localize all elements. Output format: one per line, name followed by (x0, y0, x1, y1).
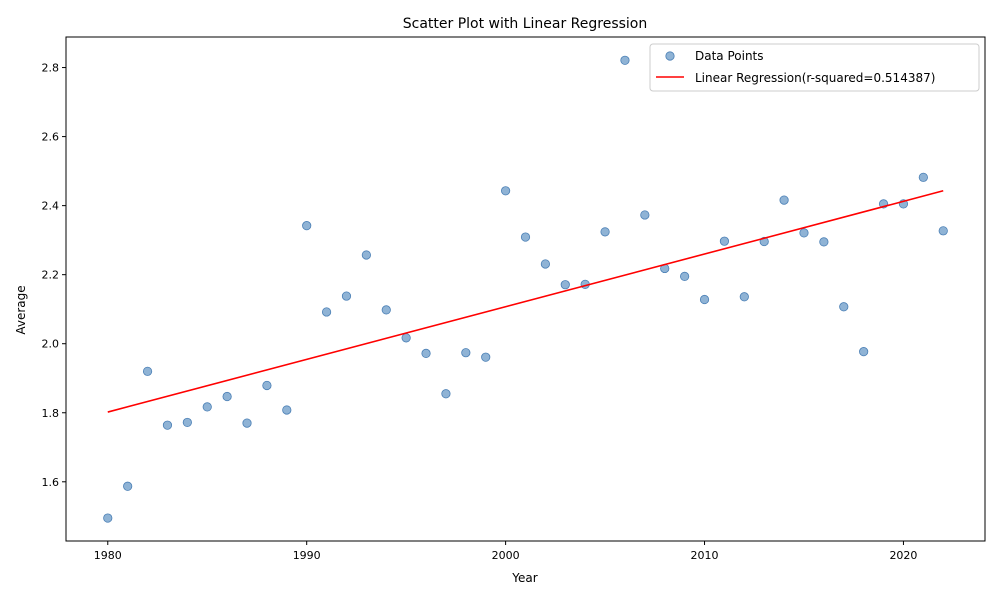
data-point (381, 305, 391, 315)
data-point (262, 380, 272, 391)
y-tick-label: 1.6 (42, 476, 60, 489)
legend-marker-points (665, 51, 675, 61)
data-point (819, 237, 829, 247)
data-point (421, 348, 431, 358)
y-tick-label: 2.6 (42, 131, 60, 144)
data-point (699, 294, 710, 305)
x-tick-label: 2010 (691, 549, 719, 562)
y-tick-label: 2.8 (42, 62, 60, 75)
data-point (341, 291, 352, 301)
y-tick-label: 1.8 (42, 407, 60, 420)
data-point (202, 402, 212, 412)
data-point (560, 280, 570, 290)
data-point (321, 307, 332, 317)
data-point (799, 228, 809, 238)
data-point (461, 348, 471, 358)
data-point (859, 347, 869, 357)
y-tick-label: 2.4 (42, 200, 60, 213)
data-point (938, 226, 948, 236)
x-axis-label: Year (511, 571, 537, 585)
legend-box (649, 43, 980, 92)
legend-label-line: Linear Regression(r-squared=0.514387) (695, 71, 935, 85)
data-point (680, 271, 690, 281)
data-point (302, 221, 312, 231)
data-point (640, 210, 650, 220)
legend-label-points: Data Points (695, 49, 764, 63)
y-tick-label: 2.0 (42, 338, 60, 351)
data-point (540, 259, 550, 269)
legend: Data Points Linear Regression(r-squared=0… (649, 43, 980, 92)
data-point (481, 352, 491, 362)
data-point (123, 481, 133, 491)
y-axis-label: Average (14, 285, 28, 334)
data-point (142, 366, 153, 376)
data-point (918, 172, 928, 182)
data-point (242, 418, 252, 428)
y-axis: 1.6 1.8 2.0 2.2 2.4 2.6 2.8 (42, 62, 66, 489)
data-point (739, 292, 749, 302)
data-point (441, 389, 451, 399)
data-point (361, 250, 371, 260)
data-point (779, 195, 789, 205)
x-tick-label: 1990 (293, 549, 321, 562)
x-tick-label: 2020 (889, 549, 917, 562)
x-tick-label: 2000 (492, 549, 520, 562)
data-point (162, 420, 173, 430)
regression-line (107, 190, 944, 413)
data-point (282, 405, 292, 415)
data-point (620, 55, 630, 65)
y-tick-label: 2.2 (42, 269, 60, 282)
data-point (600, 227, 610, 237)
x-tick-label: 1980 (94, 549, 122, 562)
data-point (222, 391, 232, 402)
chart-title: Scatter Plot with Linear Regression (403, 16, 648, 32)
data-point (182, 417, 192, 428)
data-point (719, 236, 730, 246)
plot-area (65, 36, 986, 542)
data-point (103, 513, 113, 523)
plot-frame (65, 36, 986, 542)
data-point (501, 186, 511, 196)
x-axis: 1980 1990 2000 2010 2020 (94, 541, 917, 562)
data-point (839, 302, 849, 312)
data-point (520, 232, 531, 242)
data-point (401, 333, 411, 343)
